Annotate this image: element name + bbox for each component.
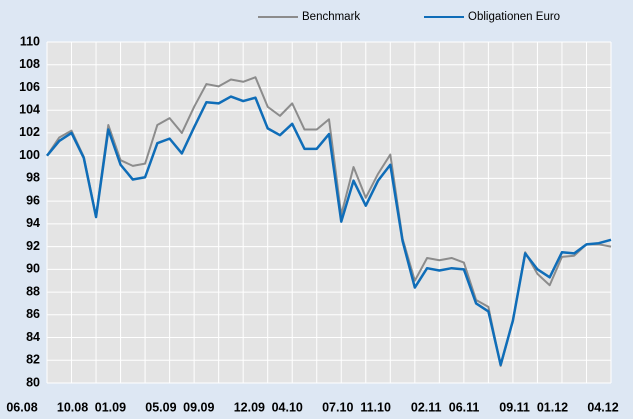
y-tick-label: 102 — [19, 125, 40, 139]
x-tick-label: 05.09 — [145, 400, 176, 414]
y-tick-label: 100 — [19, 148, 40, 162]
x-tick-label: 06.11 — [449, 400, 480, 414]
legend-label: Benchmark — [302, 11, 360, 23]
x-tick-label: 06.08 — [6, 400, 37, 414]
y-tick-label: 94 — [26, 216, 40, 230]
y-tick-label: 92 — [26, 239, 40, 253]
x-tick-label: 01.09 — [95, 400, 126, 414]
legend-label: Obligationen Euro — [468, 11, 560, 23]
x-tick-label: 09.11 — [499, 400, 530, 414]
y-tick-label: 104 — [19, 102, 40, 116]
y-tick-label: 90 — [26, 262, 40, 276]
x-tick-label: 11.10 — [360, 400, 391, 414]
x-tick-label: 07.10 — [322, 400, 353, 414]
x-tick-label: 10.08 — [57, 400, 88, 414]
y-tick-label: 108 — [19, 57, 40, 71]
y-tick-label: 110 — [20, 34, 40, 48]
y-tick-label: 82 — [26, 353, 40, 367]
y-tick-label: 96 — [26, 193, 40, 207]
x-tick-label: 04.12 — [587, 400, 618, 414]
x-tick-label: 09.09 — [183, 400, 214, 414]
y-tick-label: 98 — [26, 171, 40, 185]
x-tick-label: 04.10 — [272, 400, 303, 414]
x-tick-label: 12.09 — [234, 400, 265, 414]
y-tick-label: 88 — [26, 284, 40, 298]
y-tick-label: 106 — [19, 80, 40, 94]
line-series — [46, 95, 612, 367]
y-tick-label: 84 — [26, 330, 40, 344]
x-tick-label: 01.12 — [537, 400, 568, 414]
plot-area — [47, 42, 611, 383]
x-tick-label: 02.11 — [411, 400, 442, 414]
y-tick-label: 86 — [26, 307, 40, 321]
y-tick-label: 80 — [26, 375, 40, 389]
